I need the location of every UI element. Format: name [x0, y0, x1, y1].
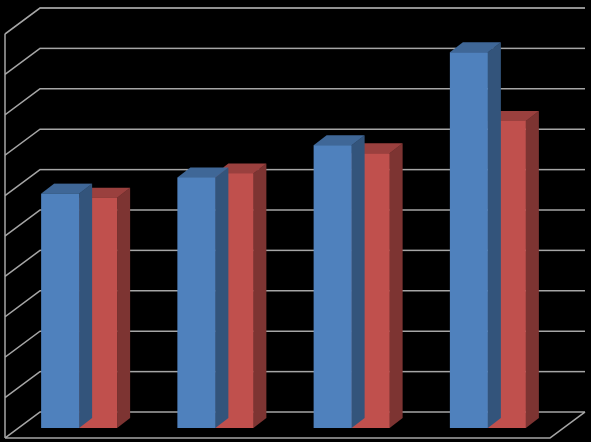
bar-side-face: [487, 42, 501, 428]
bar-side-face: [117, 187, 131, 428]
floor-edge: [5, 411, 586, 439]
bar-front-face: [41, 193, 80, 428]
bar: [177, 167, 229, 428]
bar: [449, 42, 501, 428]
bar-side-face: [389, 143, 403, 428]
bar-front-face: [313, 145, 352, 428]
bar-top-face: [177, 167, 229, 178]
bar-side-face: [215, 167, 229, 428]
back-wall-top-edge: [4, 7, 585, 35]
gridline: [4, 249, 585, 278]
gridline: [4, 370, 585, 399]
gridline: [4, 7, 585, 35]
bars: [41, 42, 539, 429]
bar-side-face: [525, 110, 539, 429]
bar-front-face: [449, 52, 488, 428]
gridline: [4, 411, 585, 439]
bar: [313, 135, 365, 428]
gridlines: [4, 7, 585, 439]
bar-top-face: [313, 135, 365, 146]
gridline: [4, 209, 585, 237]
gridline: [4, 88, 585, 116]
gridline: [4, 128, 585, 156]
gridline: [4, 47, 585, 76]
bar-side-face: [79, 183, 93, 428]
bar-front-face: [177, 177, 216, 428]
bar-top-face: [449, 42, 501, 53]
bar-top-face: [41, 183, 93, 194]
gridline: [4, 330, 585, 358]
bar-side-face: [351, 135, 365, 428]
bar: [41, 183, 93, 428]
gridline: [4, 290, 585, 318]
gridline: [4, 168, 585, 197]
bar-side-face: [253, 163, 267, 429]
